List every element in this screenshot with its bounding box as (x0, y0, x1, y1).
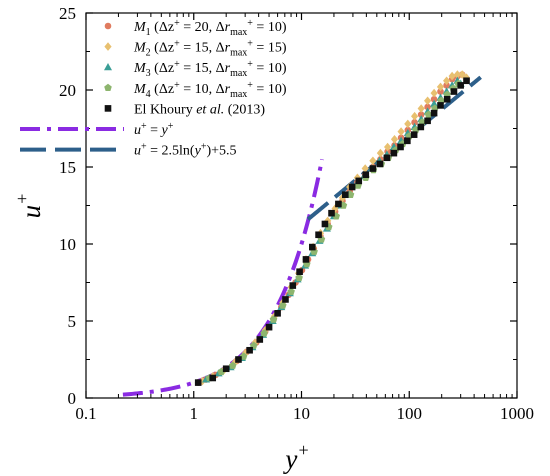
data-point (376, 160, 384, 168)
y-tick-label: 10 (59, 235, 76, 254)
y-tick-label: 15 (59, 158, 76, 177)
data-point (279, 301, 287, 309)
data-point (430, 88, 438, 98)
y-axis-title: u+ (12, 193, 46, 219)
data-point (269, 315, 278, 323)
data-point (287, 287, 295, 295)
data-point (296, 268, 303, 276)
data-point (453, 70, 461, 79)
legend-label-2: M2 (Δz+ = 15, Δrmax+ = 15) (133, 39, 287, 59)
x-tick-label: 1000 (500, 404, 534, 423)
legend: M1 (Δz+ = 20, Δrmax+ = 10)M2 (Δz+ = 15, … (20, 18, 287, 159)
data-point (295, 273, 303, 282)
data-point (235, 356, 242, 363)
data-point (437, 88, 444, 95)
data-point (335, 200, 342, 208)
legend-label-6: u+ = y+ (134, 121, 174, 138)
x-tick-label: 0.1 (75, 404, 96, 423)
data-point (448, 71, 456, 81)
series-5 (194, 77, 470, 386)
data-point (424, 103, 431, 111)
data-point (404, 119, 412, 129)
data-point (383, 154, 391, 162)
axis-titles: y+ u+ (12, 193, 310, 474)
data-point (361, 164, 369, 173)
data-point (369, 165, 377, 172)
data-point (463, 77, 470, 85)
data-point (209, 374, 217, 382)
reference-line-1 (122, 158, 324, 397)
data-point (362, 171, 370, 178)
legend-marker-1 (104, 22, 112, 30)
legend-marker-2 (104, 42, 112, 51)
series-layer (122, 70, 482, 397)
data-point (424, 110, 433, 118)
data-point (384, 142, 392, 152)
data-point (260, 329, 268, 337)
data-point (397, 127, 405, 136)
data-point (424, 117, 431, 125)
data-point (443, 76, 451, 86)
data-point (430, 99, 439, 107)
data-point (194, 379, 202, 386)
data-point (309, 243, 316, 251)
data-point (348, 183, 356, 191)
data-point (390, 149, 398, 157)
y-tick-label: 25 (59, 4, 76, 23)
data-point (315, 231, 322, 239)
legend-marker-3 (104, 63, 112, 71)
x-axis-title: y+ (282, 440, 309, 474)
data-point (331, 204, 339, 213)
y-tick-label: 20 (59, 81, 76, 100)
y-tick-label: 5 (68, 312, 77, 331)
data-point (302, 256, 310, 263)
data-point (376, 148, 384, 158)
data-point (411, 119, 418, 126)
data-point (443, 95, 451, 103)
axes-layer: 0.1 1 10 100 1000 0 5 10 15 20 25 (59, 4, 534, 423)
data-point (282, 296, 289, 303)
legend-marker-4 (104, 83, 112, 91)
legend-label-3: M3 (Δz+ = 15, Δrmax+ = 10) (133, 59, 287, 79)
data-point (417, 123, 425, 131)
data-point (430, 95, 438, 103)
data-point (369, 156, 377, 166)
legend-label-5: El Khoury et al. (2013) (134, 102, 265, 117)
data-point (457, 82, 464, 89)
legend-label-1: M1 (Δz+ = 20, Δrmax+ = 10) (133, 18, 287, 38)
data-point (404, 137, 411, 145)
data-point (450, 88, 458, 95)
data-point (289, 282, 297, 289)
data-point (443, 82, 450, 89)
x-tick-label: 100 (397, 404, 423, 423)
data-point (417, 104, 425, 113)
legend-label-7: u+ = 2.5ln(y+)+5.5 (134, 142, 237, 159)
y-tick-label: 0 (68, 389, 77, 408)
data-point (436, 82, 445, 92)
data-point (222, 365, 230, 373)
data-point (397, 143, 404, 151)
data-point (437, 102, 444, 109)
data-point (411, 111, 419, 121)
legend-label-4: M4 (Δz+ = 10, Δrmax+ = 10) (133, 80, 287, 100)
x-tick-label: 1 (190, 404, 199, 423)
data-point (321, 220, 329, 228)
data-point (390, 135, 399, 144)
data-point (228, 361, 237, 369)
data-point (256, 336, 264, 343)
data-point (410, 131, 418, 138)
legend-marker-5 (104, 105, 112, 112)
data-point (424, 96, 432, 106)
data-point (430, 109, 438, 117)
data-point (355, 177, 363, 185)
data-point (274, 310, 281, 317)
data-point (246, 346, 253, 354)
x-tick-label: 10 (293, 404, 310, 423)
data-point (342, 191, 349, 199)
data-point (265, 323, 273, 331)
data-point (328, 209, 335, 217)
data-point (417, 111, 425, 118)
